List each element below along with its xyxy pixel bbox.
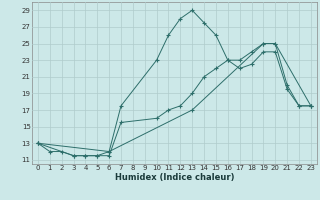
X-axis label: Humidex (Indice chaleur): Humidex (Indice chaleur) xyxy=(115,173,234,182)
